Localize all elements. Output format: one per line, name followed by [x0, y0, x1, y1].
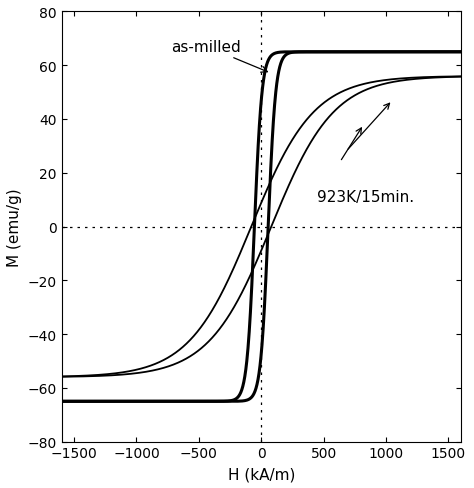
Y-axis label: M (emu/g): M (emu/g)	[7, 188, 22, 266]
Text: as-milled: as-milled	[172, 40, 267, 73]
Text: 923K/15min.: 923K/15min.	[318, 189, 415, 204]
X-axis label: H (kA/m): H (kA/m)	[228, 466, 295, 481]
